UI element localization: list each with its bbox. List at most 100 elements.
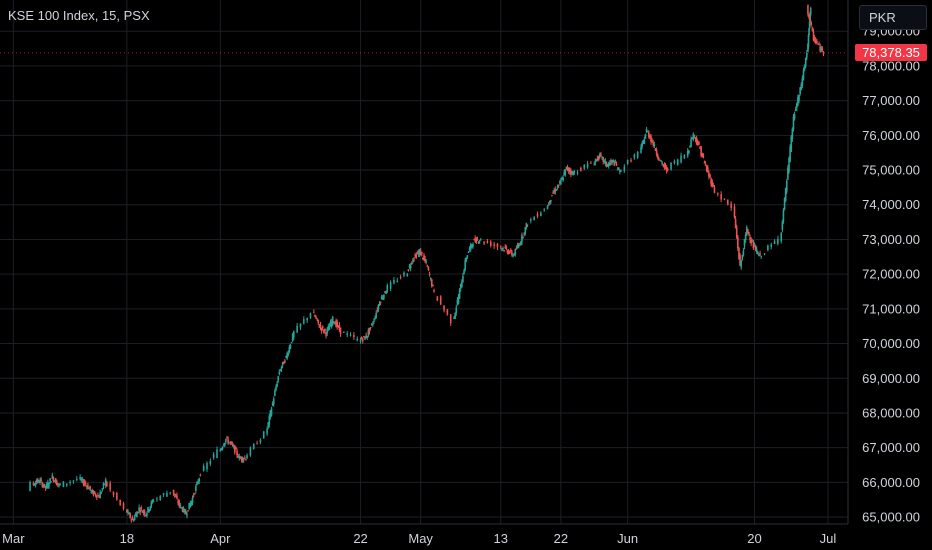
candle-body <box>689 146 691 148</box>
candle-body <box>533 217 535 221</box>
candle-body <box>593 164 596 166</box>
symbol-title[interactable]: KSE 100 Index, 15, PSX <box>8 8 150 23</box>
candle-body <box>793 114 796 119</box>
candle-body <box>306 317 308 321</box>
candle-body <box>784 188 787 201</box>
candle-body <box>99 492 101 499</box>
candle-body <box>555 189 558 191</box>
time-axis[interactable]: Mar 18 Apr 22 May 13 22 Jun 20 Jul <box>2 531 836 546</box>
candle-body <box>811 27 814 31</box>
candle-body <box>104 479 107 486</box>
candle-body <box>75 478 78 480</box>
candle-body <box>236 450 238 456</box>
candle-body <box>645 128 648 133</box>
candle-body <box>773 241 776 244</box>
candle-body <box>565 166 568 170</box>
candle-body <box>309 313 312 318</box>
candle-body <box>242 459 245 461</box>
candle-body <box>281 361 284 366</box>
candle-body <box>364 336 366 340</box>
candle-body <box>267 422 269 427</box>
candle-body <box>426 265 429 267</box>
candle-body <box>617 167 620 170</box>
candle-body <box>646 131 649 133</box>
time-tick-label: Jul <box>820 531 837 546</box>
candle-body <box>602 157 604 162</box>
candle-body <box>748 232 750 235</box>
candle-body <box>299 323 302 328</box>
price-tick-label: 73,000.00 <box>862 232 920 247</box>
candle-body <box>796 103 798 109</box>
candle-body <box>370 323 373 326</box>
candle-body <box>597 156 600 160</box>
candle-body <box>241 457 244 461</box>
candle-body <box>252 443 255 450</box>
candle-body <box>246 455 248 459</box>
candle-body <box>753 245 756 247</box>
candle-body <box>403 272 405 276</box>
candle-body <box>409 265 412 269</box>
candle-body <box>763 253 766 255</box>
candle-body <box>594 160 597 163</box>
candle-body <box>176 495 178 499</box>
candle-body <box>801 78 804 86</box>
candle-body <box>408 265 411 268</box>
candle-body <box>810 22 813 26</box>
time-tick-label: Apr <box>210 531 231 546</box>
candle-body <box>609 162 611 166</box>
candle-body <box>814 39 817 43</box>
candle-body <box>229 441 232 443</box>
candle-body <box>433 289 435 292</box>
candle-body <box>245 459 247 461</box>
candle-body <box>525 223 528 228</box>
candle-body <box>647 132 650 137</box>
candle-body <box>106 481 108 487</box>
candle-body <box>39 480 41 482</box>
candle-body <box>139 510 142 513</box>
candle-body <box>282 361 285 364</box>
time-tick-label: May <box>408 531 433 546</box>
candle-body <box>98 496 100 498</box>
candle-body <box>180 507 183 509</box>
candle-body <box>82 481 85 485</box>
candle-body <box>367 330 370 336</box>
currency-selector[interactable]: PKR <box>859 5 927 30</box>
candle-body <box>156 498 158 500</box>
candle-body <box>489 241 492 247</box>
candle-body <box>446 309 449 315</box>
candle-body <box>266 429 268 434</box>
candle-body <box>142 510 145 513</box>
candle-body <box>508 252 511 254</box>
candle-body <box>270 408 273 416</box>
candle-body <box>150 501 153 507</box>
time-tick-label: 13 <box>494 531 508 546</box>
candle-body <box>96 495 98 498</box>
candle-body <box>580 167 582 171</box>
candle-body <box>720 194 722 200</box>
candle-body <box>696 142 699 146</box>
candle-body <box>275 386 277 391</box>
candle-body <box>230 442 233 444</box>
candle-body <box>486 240 489 243</box>
candle-body <box>202 465 205 471</box>
candle-body <box>223 442 226 446</box>
candle-body <box>757 251 759 255</box>
candle-body <box>706 167 709 172</box>
candle-body <box>642 140 645 143</box>
candle-body <box>571 171 573 174</box>
candle-body <box>365 335 367 339</box>
price-axis[interactable]: 65,000.00 66,000.00 67,000.00 68,000.00 69,0… <box>862 24 920 525</box>
candle-body <box>461 281 463 288</box>
candle-body <box>45 483 48 488</box>
candle-body <box>501 248 503 250</box>
candle-body <box>612 159 614 162</box>
candle-body <box>227 439 229 444</box>
candle-body <box>339 327 342 335</box>
candle-body <box>317 319 320 324</box>
candle-body <box>416 253 419 255</box>
candle-body <box>787 167 789 180</box>
candle-body <box>89 485 91 490</box>
candle-body <box>659 159 661 161</box>
candle-body <box>44 485 47 488</box>
